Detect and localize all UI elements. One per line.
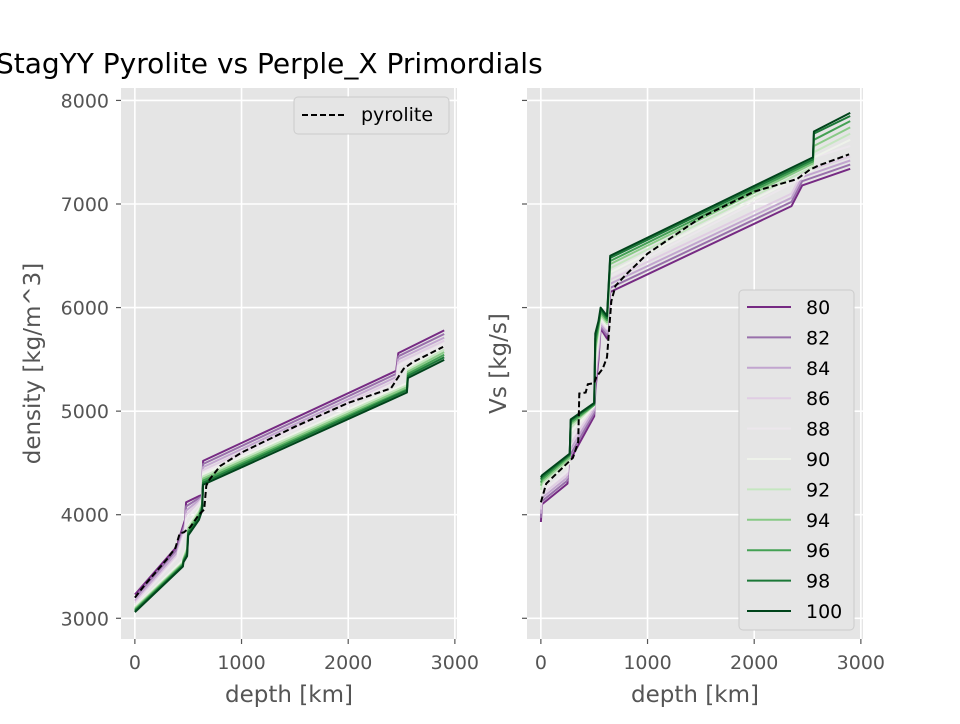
x-axis-label: depth [km] [631, 682, 759, 708]
x-tick-label: 0 [535, 652, 547, 674]
legend-label-84: 84 [806, 358, 830, 380]
pyrolite-line [134, 346, 444, 599]
legend-label-pyrolite: pyrolite [361, 104, 433, 126]
legend-label-90: 90 [806, 449, 830, 471]
y-tick-label: 4000 [61, 505, 109, 527]
vs-panel: 0 1000 2000 3000 depth [km] Vs [kg/s] 80 82 84 86… [486, 88, 885, 708]
legend-label-88: 88 [806, 419, 830, 441]
y-tick-label: 8000 [61, 90, 109, 112]
legend-label-82: 82 [806, 327, 830, 349]
legend-label-92: 92 [806, 479, 830, 501]
y-tick-label: 7000 [61, 194, 109, 216]
y-tick-label: 5000 [61, 401, 109, 423]
series-line-100 [134, 359, 445, 613]
series-line-88 [134, 342, 445, 606]
x-tick-label: 3000 [837, 652, 885, 674]
series-line-100 [540, 112, 851, 478]
x-axis-label: depth [km] [225, 682, 353, 708]
pyrolite-line [539, 153, 850, 503]
x-tick-label: 3000 [431, 652, 479, 674]
x-tick-label: 0 [129, 652, 141, 674]
legend-label-86: 86 [806, 388, 830, 410]
x-tick-label: 2000 [324, 652, 372, 674]
legend-label-100: 100 [806, 601, 842, 623]
y-axis-label: density [kg/m^3] [20, 263, 46, 465]
x-tick-label: 2000 [730, 652, 778, 674]
legend-label-98: 98 [806, 571, 830, 593]
y-tick-label: 3000 [61, 608, 109, 630]
legend: pyrolite [293, 96, 450, 135]
series-group [134, 329, 445, 613]
legend: 80 82 84 86 88 90 92 94 96 98 100 [738, 289, 855, 631]
density-panel: 0 1000 2000 3000 3000 4000 5000 6000 7000 8000 dep… [20, 88, 479, 708]
legend-label-94: 94 [806, 510, 830, 532]
x-tick-label: 1000 [623, 652, 671, 674]
x-tick-label: 1000 [217, 652, 265, 674]
figure-title: StagYY Pyrolite vs Perple_X Primordials [0, 47, 543, 80]
y-axis-label: Vs [kg/s] [486, 313, 512, 414]
series-group [539, 112, 851, 523]
legend-label-80: 80 [806, 297, 830, 319]
y-tick-label: 6000 [61, 298, 109, 320]
legend-label-96: 96 [806, 540, 830, 562]
